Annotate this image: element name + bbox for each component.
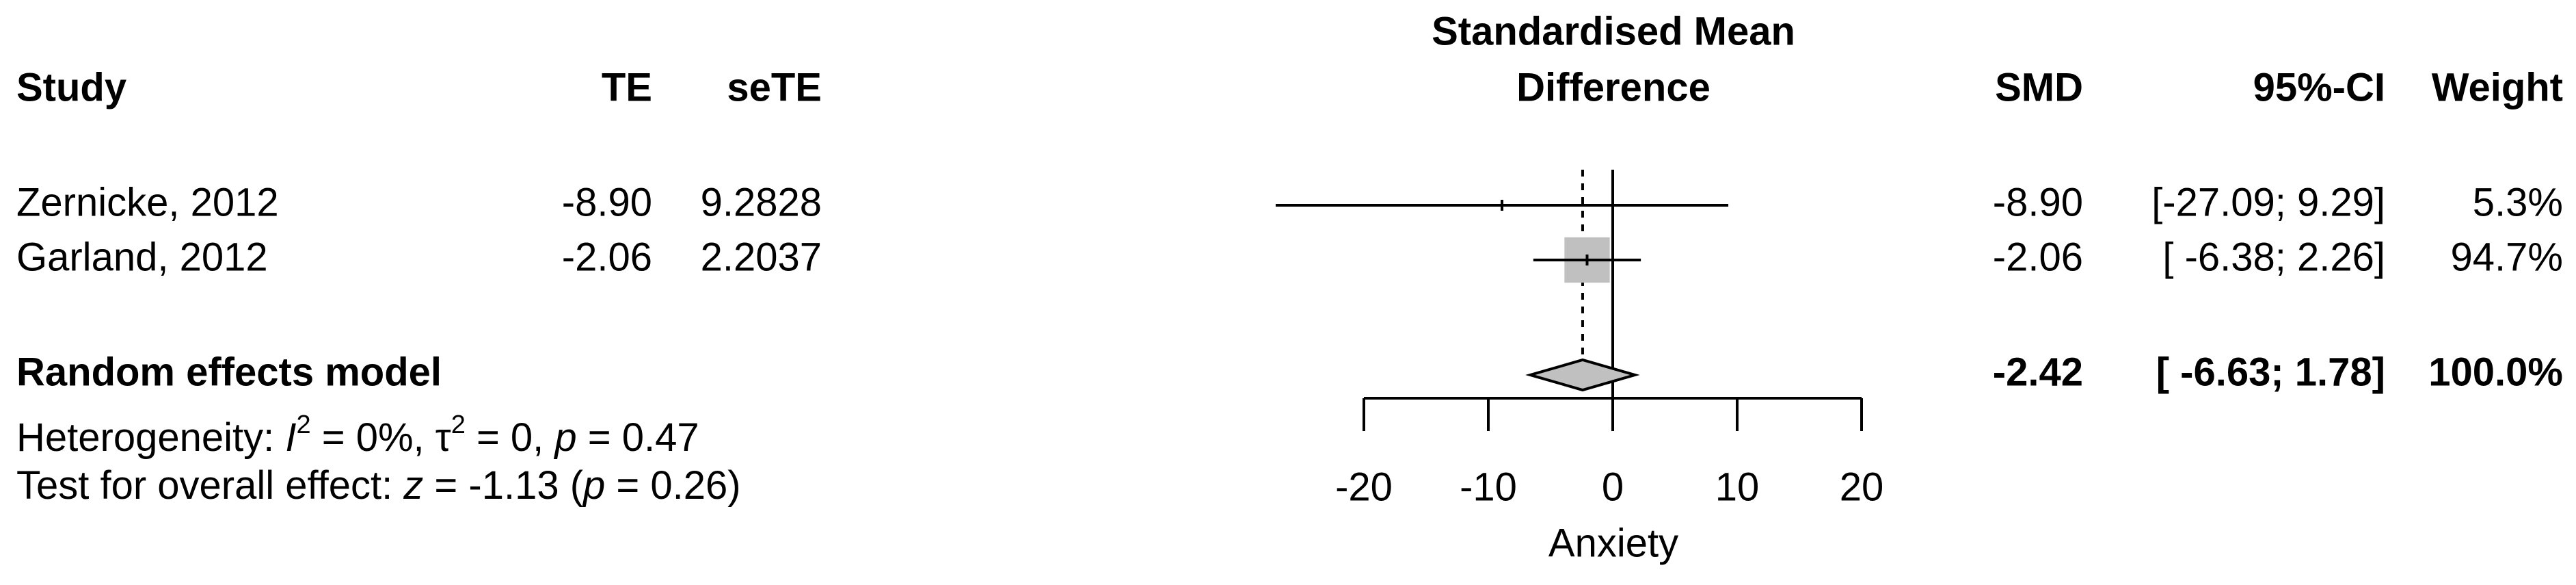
text: Heterogeneity: (16, 415, 285, 460)
x-tick-label: 0 (1602, 465, 1624, 509)
text: = 0.47 (577, 415, 699, 460)
smd-value: -2.06 (1993, 235, 2083, 279)
header-title: Difference (1516, 65, 1710, 109)
ci-value: [ -6.38; 2.26] (2162, 235, 2385, 279)
weight-value: 94.7% (2451, 235, 2563, 279)
overall-test: Test for overall effect: z = -1.13 (p = … (16, 463, 741, 508)
text: Test for overall effect: (16, 463, 403, 508)
pooled-ci: [ -6.63; 1.78] (2156, 350, 2385, 394)
header-smd: SMD (1995, 65, 2083, 109)
text: I (285, 415, 296, 460)
text: τ (435, 415, 451, 460)
study-name: Garland, 2012 (16, 235, 268, 279)
sete-value: 9.2828 (701, 180, 822, 224)
text: 2 (451, 411, 466, 439)
x-tick-label: 20 (1840, 465, 1884, 509)
heterogeneity: Heterogeneity: I2 = 0%, τ2 = 0, p = 0.47 (16, 411, 699, 460)
header-title: Standardised Mean (1432, 9, 1795, 53)
header-weight: Weight (2432, 65, 2563, 109)
x-tick-label: -20 (1335, 465, 1393, 509)
header-study: Study (16, 65, 126, 109)
text: = -1.13 ( (423, 463, 583, 508)
text: = 0%, (311, 415, 435, 460)
pooled-smd: -2.42 (1993, 350, 2083, 394)
header-te: TE (602, 65, 652, 109)
x-tick-label: -10 (1460, 465, 1517, 509)
smd-value: -8.90 (1993, 180, 2083, 224)
header-ci: 95%-CI (2253, 65, 2385, 109)
text: p (553, 415, 576, 460)
header-sete: seTE (727, 65, 822, 109)
pooled-weight: 100.0% (2428, 350, 2563, 394)
ci-value: [-27.09; 9.29] (2151, 180, 2385, 224)
pooled-diamond (1525, 358, 1640, 392)
text: = 0.26) (605, 463, 740, 508)
sete-value: 2.2037 (701, 235, 822, 279)
text: = 0, (466, 415, 555, 460)
text: z (403, 463, 423, 508)
weight-value: 5.3% (2473, 180, 2563, 224)
te-value: -2.06 (562, 235, 652, 279)
pooled-name: Random effects model (16, 350, 442, 394)
te-value: -8.90 (562, 180, 652, 224)
text: 2 (296, 411, 310, 439)
x-axis-label: Anxiety (1548, 521, 1678, 565)
x-tick-label: 10 (1715, 465, 1760, 509)
study-name: Zernicke, 2012 (16, 180, 279, 224)
text: p (582, 463, 605, 508)
